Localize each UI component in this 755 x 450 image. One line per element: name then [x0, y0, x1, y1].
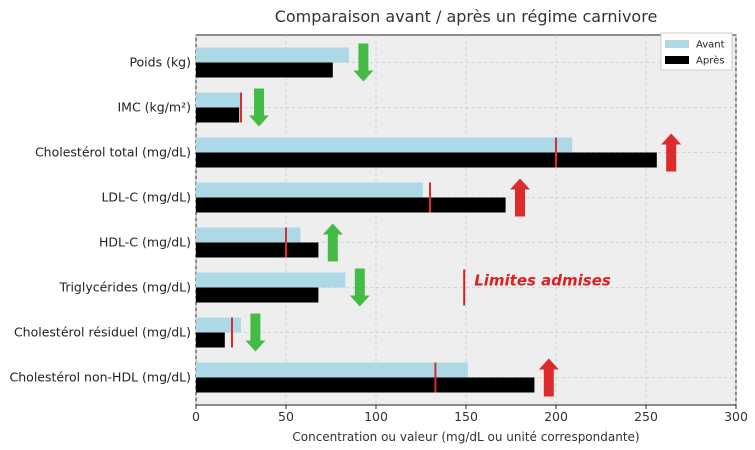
category-label: Cholestérol résiduel (mg/dL)	[14, 325, 191, 340]
bar-avant	[196, 227, 301, 243]
bar-avant	[196, 182, 423, 198]
arrow-up-icon	[322, 223, 343, 262]
arrow-up-icon	[538, 358, 559, 397]
bar-avant	[196, 92, 241, 108]
bar-avant	[196, 272, 346, 288]
bar-apres	[196, 62, 333, 78]
legend: Avant Après	[660, 32, 733, 71]
bar-apres	[196, 287, 319, 303]
category-label: Triglycérides (mg/dL)	[59, 280, 191, 295]
category-label: Cholestérol non-HDL (mg/dL)	[10, 370, 191, 385]
chart-title: Comparaison avant / après un régime carn…	[275, 7, 658, 26]
arrow-up-icon	[661, 133, 682, 172]
x-tick-label: 150	[454, 409, 478, 424]
x-tick-label: 300	[724, 409, 748, 424]
category-label: LDL-C (mg/dL)	[101, 190, 191, 205]
category-label: HDL-C (mg/dL)	[99, 235, 191, 250]
bars	[196, 47, 657, 393]
arrow-down-icon	[245, 313, 266, 352]
limits-annotation: Limites admises	[463, 269, 611, 306]
bar-avant	[196, 362, 468, 378]
bar-apres	[196, 107, 240, 123]
category-label: Cholestérol total (mg/dL)	[35, 145, 191, 160]
bar-apres	[196, 332, 225, 348]
bar-apres	[196, 152, 657, 168]
legend-swatch	[665, 40, 689, 48]
change-arrows	[245, 43, 682, 397]
annotation-text: Limites admises	[474, 272, 611, 290]
bar-avant	[196, 137, 573, 153]
category-label: IMC (kg/m²)	[118, 100, 192, 115]
bar-avant	[196, 317, 241, 333]
bar-apres	[196, 377, 535, 393]
arrow-down-icon	[349, 268, 370, 307]
x-tick-label: 0	[192, 409, 200, 424]
arrow-down-icon	[249, 88, 269, 127]
x-axis-label: Concentration ou valeur (mg/dL ou unité …	[292, 430, 639, 444]
x-tick-label: 100	[364, 409, 388, 424]
category-labels: Poids (kg) IMC (kg/m²) Cholestérol total (…	[10, 55, 191, 385]
x-tick-labels: 0 50 100 150 200 250 300	[192, 405, 748, 424]
legend-swatch	[665, 56, 689, 64]
bar-avant	[196, 47, 349, 63]
bar-apres	[196, 242, 319, 258]
limit-markers	[231, 92, 557, 393]
arrow-up-icon	[510, 178, 530, 217]
x-tick-label: 50	[278, 409, 294, 424]
legend-label: Après	[696, 55, 724, 67]
arrow-down-icon	[353, 43, 374, 82]
x-tick-label: 200	[544, 409, 568, 424]
category-label: Poids (kg)	[129, 55, 191, 70]
legend-label: Avant	[696, 40, 725, 51]
x-tick-label: 250	[634, 409, 658, 424]
bar-apres	[196, 197, 506, 213]
